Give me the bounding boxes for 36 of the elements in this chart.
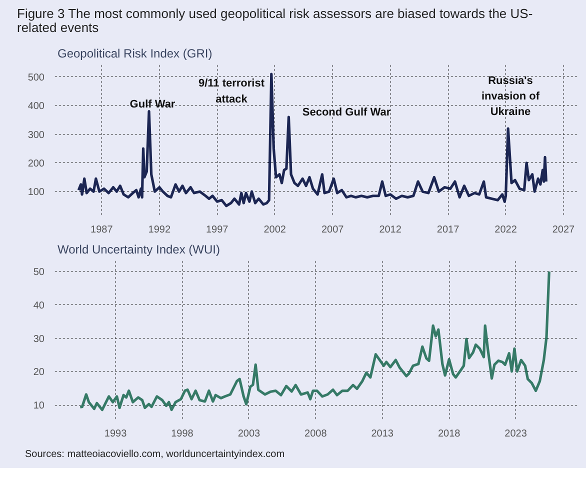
- x-tick-label: 2003: [238, 428, 261, 440]
- annotation: 9/11 terrorist attack: [198, 78, 265, 106]
- x-tick-label: 2023: [504, 428, 528, 440]
- y-tick-label: 10: [33, 400, 45, 412]
- y-tick-label: 400: [28, 101, 45, 112]
- x-tick-label: 2017: [436, 224, 460, 236]
- line-series: [78, 270, 550, 412]
- line-series: [77, 73, 548, 208]
- x-tick-label: 1987: [90, 224, 114, 236]
- y-tick-label: 500: [28, 72, 45, 84]
- chart-title: Figure 3 The most commonly used geopolitical risk assessors are biased towards the US-related events: [17, 6, 534, 35]
- x-tick-label: 1997: [206, 224, 229, 236]
- x-tick-label: 2002: [264, 224, 286, 236]
- x-tick-label: 1993: [104, 428, 128, 440]
- y-tick-label: 40: [33, 300, 45, 312]
- x-tick-label: 2027: [552, 224, 576, 236]
- x-tick-label: 2022: [494, 224, 518, 236]
- y-tick-label: 200: [28, 158, 45, 170]
- y-tick-label: 30: [33, 334, 45, 346]
- annotation: Second Gulf War: [302, 106, 392, 119]
- x-tick-label: 1998: [171, 428, 194, 440]
- x-tick-label: 2007: [321, 224, 344, 236]
- y-tick-label: 300: [28, 130, 45, 142]
- chart-subtitle: Geopolitical Risk Index (GRI): [58, 46, 212, 61]
- source-note: Sources: matteoiacoviello.com, worlduncertaintyindex.com: [25, 448, 285, 462]
- y-tick-label: 100: [28, 187, 45, 198]
- y-tick-label: 20: [33, 368, 45, 379]
- x-tick-label: 2013: [371, 428, 394, 440]
- chart-subtitle: World Uncertainty Index (WUI): [58, 242, 220, 257]
- y-tick-label: 50: [33, 267, 45, 278]
- x-tick-label: 2018: [438, 428, 461, 440]
- x-tick-label: 2008: [304, 428, 328, 440]
- x-tick-label: 1992: [148, 224, 171, 236]
- annotation: Russia's invasion of Ukraine: [481, 75, 540, 118]
- x-tick-label: 2012: [379, 224, 402, 236]
- annotation: Gulf War: [130, 98, 176, 111]
